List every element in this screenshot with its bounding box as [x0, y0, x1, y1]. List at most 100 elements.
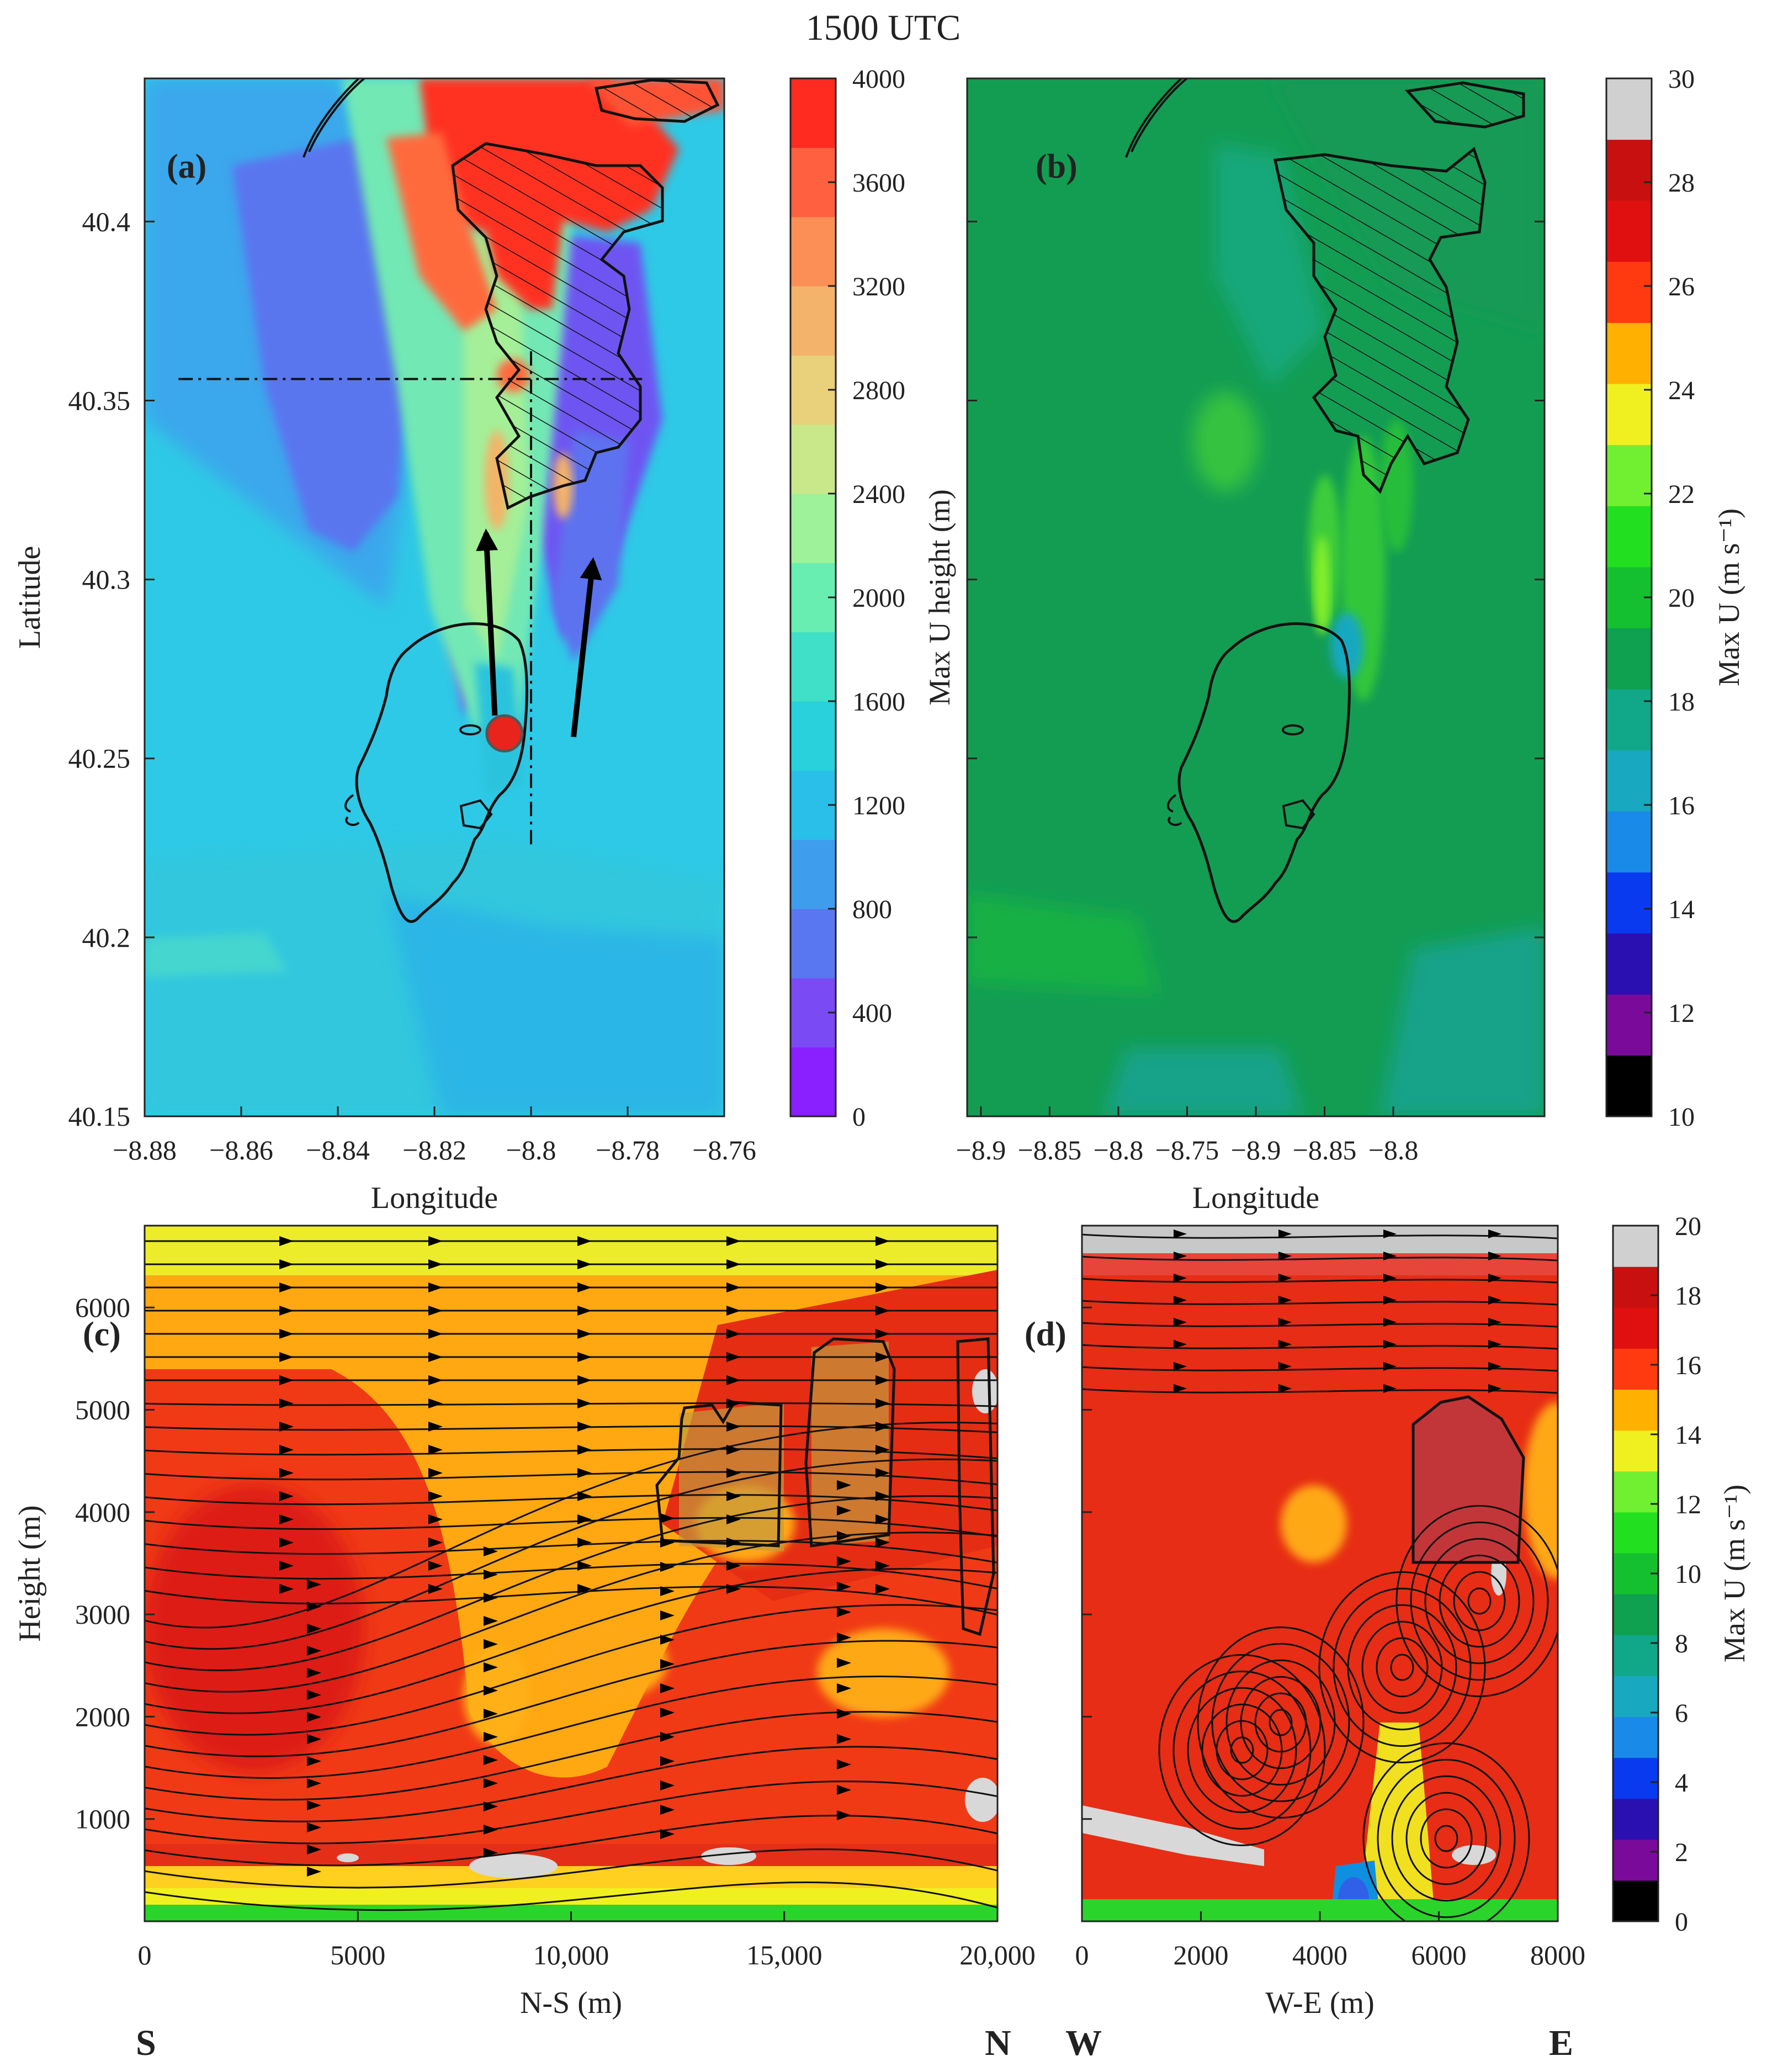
colorbar-b-swatch	[1606, 322, 1652, 384]
streamline-arrow	[428, 1259, 443, 1269]
streamline-arrow	[428, 1445, 443, 1455]
colorbar-b-swatch	[1606, 688, 1652, 751]
vortex-streamline	[1453, 1571, 1506, 1631]
colorbar-b-tick-label: 22	[1668, 480, 1695, 509]
panel-a: (a) −8.88 −8.86 −8.84 −8.82 −8.8 −8.78 −8.76 40…	[13, 65, 956, 1215]
streamline-arrow	[837, 1607, 851, 1617]
panel-c-ytick-label: 1000	[75, 1804, 130, 1835]
streamline-arrow	[726, 1236, 741, 1246]
streamline-arrow	[1383, 1230, 1397, 1238]
streamline-arrow	[307, 1690, 321, 1700]
streamline-arrow	[1488, 1384, 1501, 1393]
streamline-arrow	[428, 1561, 443, 1571]
colorbar-a-swatch	[790, 909, 836, 978]
streamline	[145, 1604, 997, 1736]
panel-a-xtick-label: −8.76	[692, 1135, 756, 1165]
panel-b-field	[967, 78, 1545, 1116]
panel-d: (d) 0 2000 4000 6000 8000 W-E (m) 0 2 4 6 8 10 12 14…	[1025, 1212, 1751, 2020]
colorbar-b-tick-label: 10	[1668, 1103, 1695, 1132]
streamline	[145, 1517, 997, 1538]
colorbar-a-tick-label: 4000	[852, 65, 905, 94]
vortex-streamline	[1197, 1626, 1365, 1819]
streamline	[145, 1711, 997, 1801]
colorbar-d-swatch	[1613, 1839, 1658, 1881]
streamline-arrow	[279, 1236, 294, 1246]
colorbar-a-swatch	[790, 494, 836, 563]
panel-d-streamlines	[1082, 1230, 1558, 1921]
colorbar-b-swatch	[1606, 383, 1652, 446]
panel-a-colorbar: 0 400 800 1200 1600 2000 2400 2800 3200 3600 4000 M…	[789, 65, 956, 1132]
colorbar-d-tick-label: 18	[1675, 1281, 1701, 1311]
colorbar-d-tick-label: 14	[1675, 1421, 1701, 1450]
vortex-streamline	[1390, 1654, 1414, 1681]
colorbar-d-swatch	[1613, 1594, 1658, 1635]
streamline-arrow	[307, 1845, 321, 1854]
vortex-streamline	[1439, 1554, 1520, 1648]
panel-b-xlabel: Longitude	[1192, 1181, 1319, 1215]
streamline-arrow	[726, 1538, 741, 1548]
streamline-arrow	[1174, 1296, 1187, 1305]
streamline-arrow	[660, 1805, 675, 1815]
colorbar-a-tick-label: 2000	[852, 584, 905, 613]
streamline-arrow	[484, 1801, 498, 1811]
panel-c-field	[145, 1226, 997, 1921]
colorbar-a-tick-label: 3600	[852, 168, 905, 198]
colorbar-b-tick-label: 18	[1668, 687, 1695, 717]
panel-c-ylabel: Height (m)	[13, 1505, 47, 1641]
colorbar-a-swatch	[790, 1047, 836, 1117]
vortex-streamline	[1230, 1736, 1254, 1764]
panel-d-xtick-label: 4000	[1292, 1939, 1347, 1970]
vortex-streamline	[1420, 1808, 1473, 1869]
colorbar-d-swatch	[1613, 1798, 1658, 1840]
streamline-arrow	[577, 1584, 592, 1594]
colorbar-d-tick-label: 20	[1675, 1212, 1701, 1241]
panel-a-ytick-label: 40.25	[68, 743, 131, 774]
panel-b-xtick-label: −8.9	[956, 1135, 1006, 1165]
streamline-arrow	[279, 1398, 294, 1408]
streamline-arrow	[837, 1785, 851, 1795]
streamline-arrow	[837, 1480, 851, 1490]
streamline-arrow	[484, 1778, 498, 1788]
colorbar-d-tick-label: 6	[1675, 1699, 1688, 1728]
streamline-arrow	[577, 1561, 592, 1571]
streamline	[145, 1495, 997, 1671]
colorbar-b-tick-label: 30	[1668, 65, 1695, 94]
streamline-arrow	[660, 1586, 675, 1596]
streamline-arrow	[726, 1468, 741, 1478]
streamline-arrow	[279, 1375, 294, 1385]
streamline	[145, 1471, 997, 1486]
panel-b-label: (b)	[1036, 148, 1078, 186]
panel-c-xtick-label: 15,000	[746, 1939, 823, 1970]
streamline-arrow	[307, 1756, 321, 1766]
panel-a-ytick-label: 40.3	[82, 564, 131, 595]
streamline	[145, 1448, 997, 1460]
panel-a-ytick-label: 40.2	[82, 922, 131, 953]
streamline-arrow	[279, 1422, 294, 1432]
streamline-arrow	[577, 1422, 592, 1432]
streamline	[145, 1425, 997, 1433]
colorbar-d-tick-label: 16	[1675, 1351, 1701, 1380]
streamline-arrow	[875, 1514, 890, 1524]
colorbar-b-swatch	[1606, 872, 1652, 934]
streamline-arrow	[577, 1538, 592, 1548]
streamline-arrow	[660, 1780, 675, 1790]
vortex-streamline	[1424, 1538, 1535, 1665]
streamline-arrow	[279, 1538, 294, 1548]
streamline-arrow	[660, 1635, 675, 1645]
streamline-arrow	[875, 1445, 890, 1455]
streamline-arrow	[279, 1468, 294, 1478]
streamline-arrow	[307, 1624, 321, 1634]
colorbar-a-swatch	[790, 216, 836, 287]
streamline-arrow	[837, 1633, 851, 1642]
streamline-arrow	[484, 1616, 498, 1626]
streamline	[145, 1422, 997, 1629]
vortex-streamline	[1158, 1654, 1326, 1846]
vortex-streamline	[1269, 1709, 1293, 1736]
streamline-arrow	[307, 1867, 321, 1877]
streamline-arrow	[1174, 1274, 1187, 1283]
streamline-arrow	[660, 1756, 675, 1766]
streamline-arrow	[577, 1445, 592, 1455]
streamline-arrow	[1383, 1252, 1397, 1260]
streamline-arrow	[428, 1236, 443, 1246]
